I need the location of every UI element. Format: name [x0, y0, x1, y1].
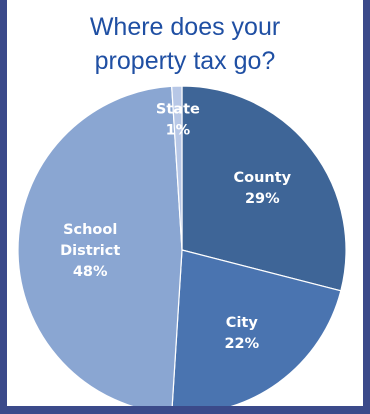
slice-name-label: School [63, 222, 117, 238]
slice-label-state: State 1% [156, 101, 200, 138]
slice-value-label: 48% [73, 264, 108, 280]
slice-name-label: County [233, 170, 291, 186]
slice-label-county: County 29% [233, 170, 291, 207]
chart-panel: Where does your property tax go? County 2… [7, 0, 363, 406]
slice-label-city: City 22% [224, 315, 259, 352]
slice-name-label: State [156, 101, 200, 117]
pie-slice-city [171, 249, 342, 406]
slice-name-label: City [226, 315, 259, 331]
slice-value-label: 22% [224, 336, 259, 352]
chart-title-line-1: Where does your [89, 13, 281, 41]
slice-name-label: District [60, 243, 120, 259]
pie-chart: County 29% City 22% School District 48% State 1% [17, 85, 347, 406]
pie-slice-county [181, 85, 347, 292]
slice-label-school-district: School District 48% [60, 222, 120, 280]
slice-value-label: 29% [245, 191, 280, 207]
pie-slice-school-district [17, 85, 183, 406]
slice-value-label: 1% [166, 122, 191, 138]
pie-slice-state [171, 85, 183, 251]
chart-title: Where does your property tax go? [7, 10, 363, 78]
chart-title-line-2: property tax go? [94, 47, 276, 75]
